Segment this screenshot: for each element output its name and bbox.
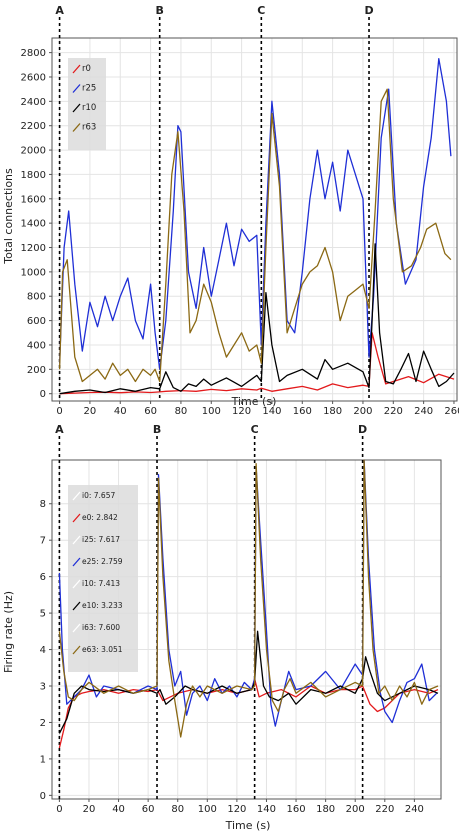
series-line-3	[58, 88, 452, 383]
x-tick-label: 160	[293, 406, 312, 417]
x-tick-label: 260	[444, 406, 459, 417]
y-tick-label: 2800	[21, 48, 46, 59]
event-label-D: D	[358, 423, 367, 436]
x-tick-label: 40	[114, 406, 127, 417]
legend-swatch	[72, 601, 81, 611]
x-tick-label: 180	[316, 804, 335, 815]
x-tick-label: 200	[353, 406, 372, 417]
legend-label: i25: 7.617	[82, 535, 120, 544]
y-tick-label: 0	[40, 389, 46, 400]
legend-label: e25: 2.759	[82, 557, 123, 566]
series-line-2	[59, 243, 455, 395]
event-label-C: C	[257, 4, 265, 17]
x-tick-label: 20	[84, 406, 97, 417]
y-tick-label: 200	[27, 365, 46, 376]
legend-swatch	[72, 513, 81, 523]
x-tick-label: 200	[346, 804, 365, 815]
legend-swatch	[72, 579, 81, 589]
x-tick-label: 120	[227, 804, 246, 815]
legend-label: i63: 7.600	[82, 623, 120, 632]
x-tick-label: 60	[144, 406, 157, 417]
event-label-A: A	[55, 4, 64, 17]
y-tick-label: 7	[40, 536, 46, 547]
x-tick-label: 240	[405, 804, 424, 815]
y-tick-label: 3	[40, 682, 46, 693]
x-tick-label: 220	[384, 406, 403, 417]
legend-swatch	[72, 645, 81, 655]
legend-swatch	[72, 623, 81, 633]
series-line-1	[58, 58, 452, 370]
legend-swatch	[72, 491, 81, 501]
legend-label: e63: 3.051	[82, 645, 123, 654]
legend-label: e0: 2.842	[82, 513, 118, 522]
y-axis-label: Total connections	[2, 168, 15, 265]
y-axis-label: Firing rate (Hz)	[2, 591, 15, 673]
event-label-B: B	[153, 423, 161, 436]
legend-swatch	[72, 103, 81, 113]
event-label-B: B	[156, 4, 164, 17]
y-tick-label: 0	[40, 791, 46, 802]
legend-label: e10: 3.233	[82, 601, 123, 610]
y-tick-label: 2	[40, 718, 46, 729]
legend-swatch	[72, 557, 81, 567]
y-tick-label: 1400	[21, 219, 46, 230]
event-label-A: A	[55, 423, 64, 436]
y-tick-label: 2200	[21, 121, 46, 132]
plot-frame	[51, 459, 442, 800]
y-tick-label: 6	[40, 572, 46, 583]
y-tick-label: 4	[40, 645, 46, 656]
x-tick-label: 20	[83, 804, 96, 815]
legend-box	[68, 58, 106, 150]
y-tick-label: 2600	[21, 72, 46, 83]
event-label-D: D	[364, 4, 373, 17]
legend-label: r63	[82, 123, 96, 133]
y-tick-label: 600	[27, 316, 46, 327]
y-tick-label: 400	[27, 340, 46, 351]
x-tick-label: 0	[56, 804, 62, 815]
x-tick-label: 140	[257, 804, 276, 815]
x-tick-label: 40	[112, 804, 125, 815]
y-tick-label: 2400	[21, 97, 46, 108]
legend-label: r0	[82, 64, 91, 74]
event-label-C: C	[251, 423, 259, 436]
y-tick-label: 8	[40, 499, 46, 510]
x-tick-label: 240	[414, 406, 433, 417]
x-tick-label: 120	[232, 406, 251, 417]
series-line-0	[59, 332, 455, 395]
legend-label: r10	[82, 103, 96, 113]
x-tick-label: 100	[202, 406, 221, 417]
x-tick-label: 0	[56, 406, 62, 417]
legend-label: r25	[82, 84, 96, 94]
legend-swatch	[72, 123, 81, 132]
y-tick-label: 800	[27, 292, 46, 303]
connections-chart: Total connections Time (s) 0 20 40 60 80 100 1…	[2, 4, 459, 417]
legend-box	[68, 485, 138, 672]
x-tick-label: 160	[287, 804, 306, 815]
legend-swatch	[72, 84, 81, 93]
y-tick-label: 1200	[21, 243, 46, 254]
y-tick-label: 1	[40, 754, 46, 765]
x-tick-label: 180	[323, 406, 342, 417]
legend-label: i0: 7.657	[82, 491, 115, 500]
x-axis-label: Time (s)	[225, 819, 271, 832]
y-tick-label: 1600	[21, 194, 46, 205]
plot-frame	[51, 37, 458, 402]
legend-swatch	[72, 535, 81, 545]
series-line-7	[58, 459, 439, 738]
y-tick-label: 1000	[21, 267, 46, 278]
x-tick-label: 140	[262, 406, 281, 417]
x-tick-label: 80	[175, 406, 188, 417]
x-tick-label: 100	[198, 804, 217, 815]
legend-label: i10: 7.413	[82, 579, 120, 588]
x-tick-label: 80	[171, 804, 184, 815]
y-tick-label: 5	[40, 609, 46, 620]
y-tick-label: 2000	[21, 146, 46, 157]
x-tick-label: 220	[375, 804, 394, 815]
x-tick-label: 60	[142, 804, 155, 815]
y-tick-label: 1800	[21, 170, 46, 181]
firing-rate-chart: Firing rate (Hz) Time (s) 0 20 40 60 80 100 12…	[2, 423, 442, 832]
legend-swatch	[72, 64, 81, 74]
